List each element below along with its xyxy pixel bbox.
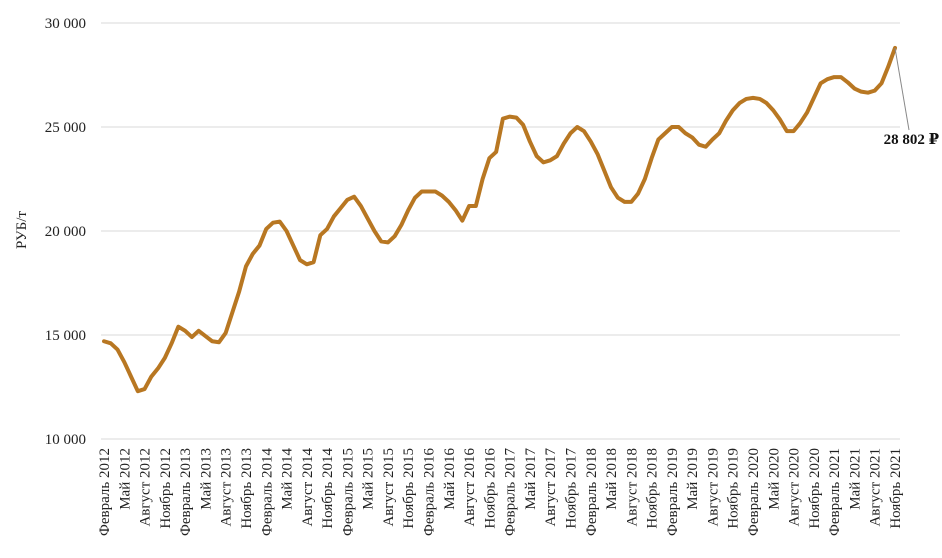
x-tick-label: Май 2016 xyxy=(442,448,458,510)
series-layer xyxy=(102,45,897,394)
x-tick-label: Май 2021 xyxy=(847,448,863,510)
y-tick-label: 20 000 xyxy=(45,224,86,240)
x-tick-label: Февраль 2018 xyxy=(584,448,600,536)
x-tick-label: Февраль 2013 xyxy=(178,448,194,536)
x-tick-label: Май 2019 xyxy=(685,448,701,510)
x-tick-label: Август 2015 xyxy=(381,448,397,527)
x-tick-label: Ноябрь 2012 xyxy=(158,448,174,529)
x-tick-label: Февраль 2019 xyxy=(665,448,681,536)
x-tick-label: Февраль 2012 xyxy=(97,448,113,536)
x-tick-label: Август 2012 xyxy=(138,448,154,527)
x-tick-label: Май 2013 xyxy=(198,448,214,510)
x-tick-label: Февраль 2021 xyxy=(827,448,843,536)
y-tick-label: 30 000 xyxy=(45,16,86,32)
annotations-layer: 28 802 ₽ xyxy=(884,47,940,148)
grid-lines xyxy=(101,22,900,440)
x-tick-label: Февраль 2020 xyxy=(746,448,762,536)
x-tick-label: Май 2015 xyxy=(361,448,377,510)
last-value-annotation: 28 802 ₽ xyxy=(884,132,940,148)
y-axis-title: РУБ/т xyxy=(14,211,30,249)
x-tick-label: Август 2019 xyxy=(705,448,721,527)
x-tick-label: Февраль 2014 xyxy=(259,448,275,536)
x-tick-label: Февраль 2017 xyxy=(503,448,519,536)
x-tick-label: Август 2014 xyxy=(300,448,316,527)
y-tick-label: 10 000 xyxy=(45,432,86,448)
x-tick-label: Февраль 2015 xyxy=(340,448,356,536)
x-tick-label: Май 2012 xyxy=(117,448,133,510)
y-tick-label: 15 000 xyxy=(45,328,86,344)
x-tick-label: Май 2014 xyxy=(280,448,296,510)
x-tick-label: Ноябрь 2021 xyxy=(888,448,904,529)
x-tick-label: Май 2018 xyxy=(604,448,620,510)
x-tick-label: Февраль 2016 xyxy=(422,448,438,536)
x-tick-label: Август 2021 xyxy=(868,448,884,527)
x-tick-label: Ноябрь 2013 xyxy=(239,448,255,529)
x-tick-label: Ноябрь 2020 xyxy=(807,448,823,529)
x-tick-label: Август 2016 xyxy=(462,448,478,527)
x-tick-label: Ноябрь 2015 xyxy=(401,448,417,529)
x-tick-label: Ноябрь 2018 xyxy=(645,448,661,529)
x-axis-tick-labels: Февраль 2012 Май 2012 Август 2012 Ноябрь 20… xyxy=(97,448,904,536)
y-axis-tick-labels: 10 000 15 000 20 000 25 000 30 000 xyxy=(45,16,86,448)
x-tick-label: Ноябрь 2019 xyxy=(726,448,742,529)
x-tick-label: Август 2013 xyxy=(219,448,235,527)
x-tick-label: Август 2018 xyxy=(624,448,640,527)
series-line xyxy=(102,45,897,394)
x-tick-label: Август 2017 xyxy=(543,448,559,527)
x-tick-label: Ноябрь 2014 xyxy=(320,448,336,529)
x-tick-label: Ноябрь 2016 xyxy=(482,448,498,529)
x-tick-label: Ноябрь 2017 xyxy=(563,448,579,529)
y-tick-label: 25 000 xyxy=(45,120,86,136)
x-tick-label: Май 2020 xyxy=(766,448,782,510)
x-tick-label: Август 2020 xyxy=(787,448,803,527)
x-tick-label: Май 2017 xyxy=(523,448,539,510)
annotation-leader-line xyxy=(894,47,910,131)
